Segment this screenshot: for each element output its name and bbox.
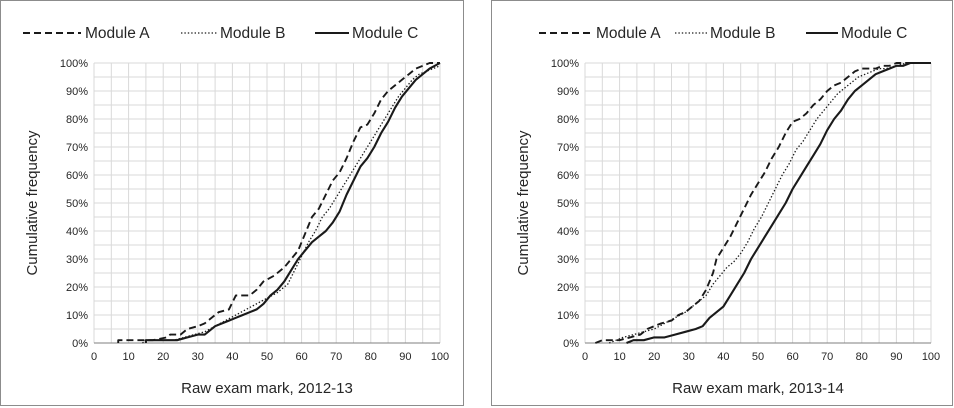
y-tick-label: 30% — [66, 254, 88, 266]
y-tick-label: 60% — [557, 170, 579, 182]
y-tick-label: 50% — [66, 198, 88, 210]
legend-label: Module A — [596, 25, 661, 42]
y-tick-label: 10% — [66, 310, 88, 322]
series-line-module-b — [142, 65, 441, 344]
x-tick-label: 100 — [922, 351, 940, 363]
y-tick-label: 90% — [557, 86, 579, 98]
y-tick-label: 70% — [557, 142, 579, 154]
y-tick-label: 80% — [66, 114, 88, 126]
x-tick-label: 60 — [295, 351, 307, 363]
x-tick-label: 80 — [856, 351, 868, 363]
legend-label: Module A — [85, 25, 150, 42]
y-tick-label: 10% — [557, 310, 579, 322]
y-tick-label: 90% — [66, 86, 88, 98]
y-tick-label: 60% — [66, 170, 88, 182]
series-line-module-b — [608, 62, 931, 344]
y-tick-label: 0% — [563, 338, 579, 350]
y-tick-label: 100% — [60, 58, 88, 70]
y-tick-label: 50% — [557, 198, 579, 210]
chart-2012-13: 0 10 20 30 40 50 60 70 80 90 100 0% 10% 20% 30% 40% 50% 6… — [23, 25, 449, 397]
x-tick-label: 30 — [683, 351, 695, 363]
x-tick-label: 50 — [261, 351, 273, 363]
series-line-module-c — [144, 62, 441, 343]
y-tick-label: 20% — [66, 282, 88, 294]
legend-label: Module C — [841, 25, 907, 42]
chart-panel-2013-14: 0 10 20 30 40 50 60 70 80 90 100 0% 10% 20% 30% 40% 50% 6… — [491, 0, 953, 406]
x-tick-label: 70 — [821, 351, 833, 363]
x-tick-label: 20 — [648, 351, 660, 363]
x-tick-label: 90 — [399, 351, 411, 363]
x-tick-label: 50 — [752, 351, 764, 363]
y-tick-label: 30% — [557, 254, 579, 266]
x-tick-label: 40 — [226, 351, 238, 363]
x-tick-label: 20 — [157, 351, 169, 363]
chart-2013-14: 0 10 20 30 40 50 60 70 80 90 100 0% 10% 20% 30% 40% 50% 6… — [515, 25, 940, 397]
y-tick-label: 0% — [72, 338, 88, 350]
y-tick-label: 80% — [557, 114, 579, 126]
x-tick-label: 40 — [717, 351, 729, 363]
x-tick-label: 30 — [192, 351, 204, 363]
x-tick-label: 70 — [330, 351, 342, 363]
legend-label: Module B — [220, 25, 285, 42]
x-tick-label: 100 — [431, 351, 449, 363]
y-axis-title: Cumulative frequency — [24, 130, 41, 276]
series-line-module-c — [626, 61, 931, 344]
series-line-module-a — [117, 62, 440, 343]
chart-panel-2012-13: 0 10 20 30 40 50 60 70 80 90 100 0% 10% 20% 30% 40% 50% 6… — [0, 0, 464, 406]
y-tick-label: 40% — [66, 226, 88, 238]
x-tick-label: 80 — [365, 351, 377, 363]
x-tick-label: 0 — [91, 351, 97, 363]
y-tick-label: 70% — [66, 142, 88, 154]
grid — [584, 62, 932, 344]
x-axis-title: Raw exam mark, 2013-14 — [672, 380, 844, 397]
legend-label: Module B — [710, 25, 775, 42]
x-tick-label: 90 — [890, 351, 902, 363]
x-tick-label: 10 — [613, 351, 625, 363]
x-tick-label: 60 — [786, 351, 798, 363]
x-tick-label: 10 — [122, 351, 134, 363]
y-axis-title: Cumulative frequency — [515, 130, 532, 276]
series-line-module-a — [595, 62, 931, 344]
legend-label: Module C — [352, 25, 418, 42]
y-tick-label: 40% — [557, 226, 579, 238]
x-tick-label: 0 — [582, 351, 588, 363]
y-tick-label: 20% — [557, 282, 579, 294]
y-tick-label: 100% — [551, 58, 579, 70]
x-axis-title: Raw exam mark, 2012-13 — [181, 380, 353, 397]
